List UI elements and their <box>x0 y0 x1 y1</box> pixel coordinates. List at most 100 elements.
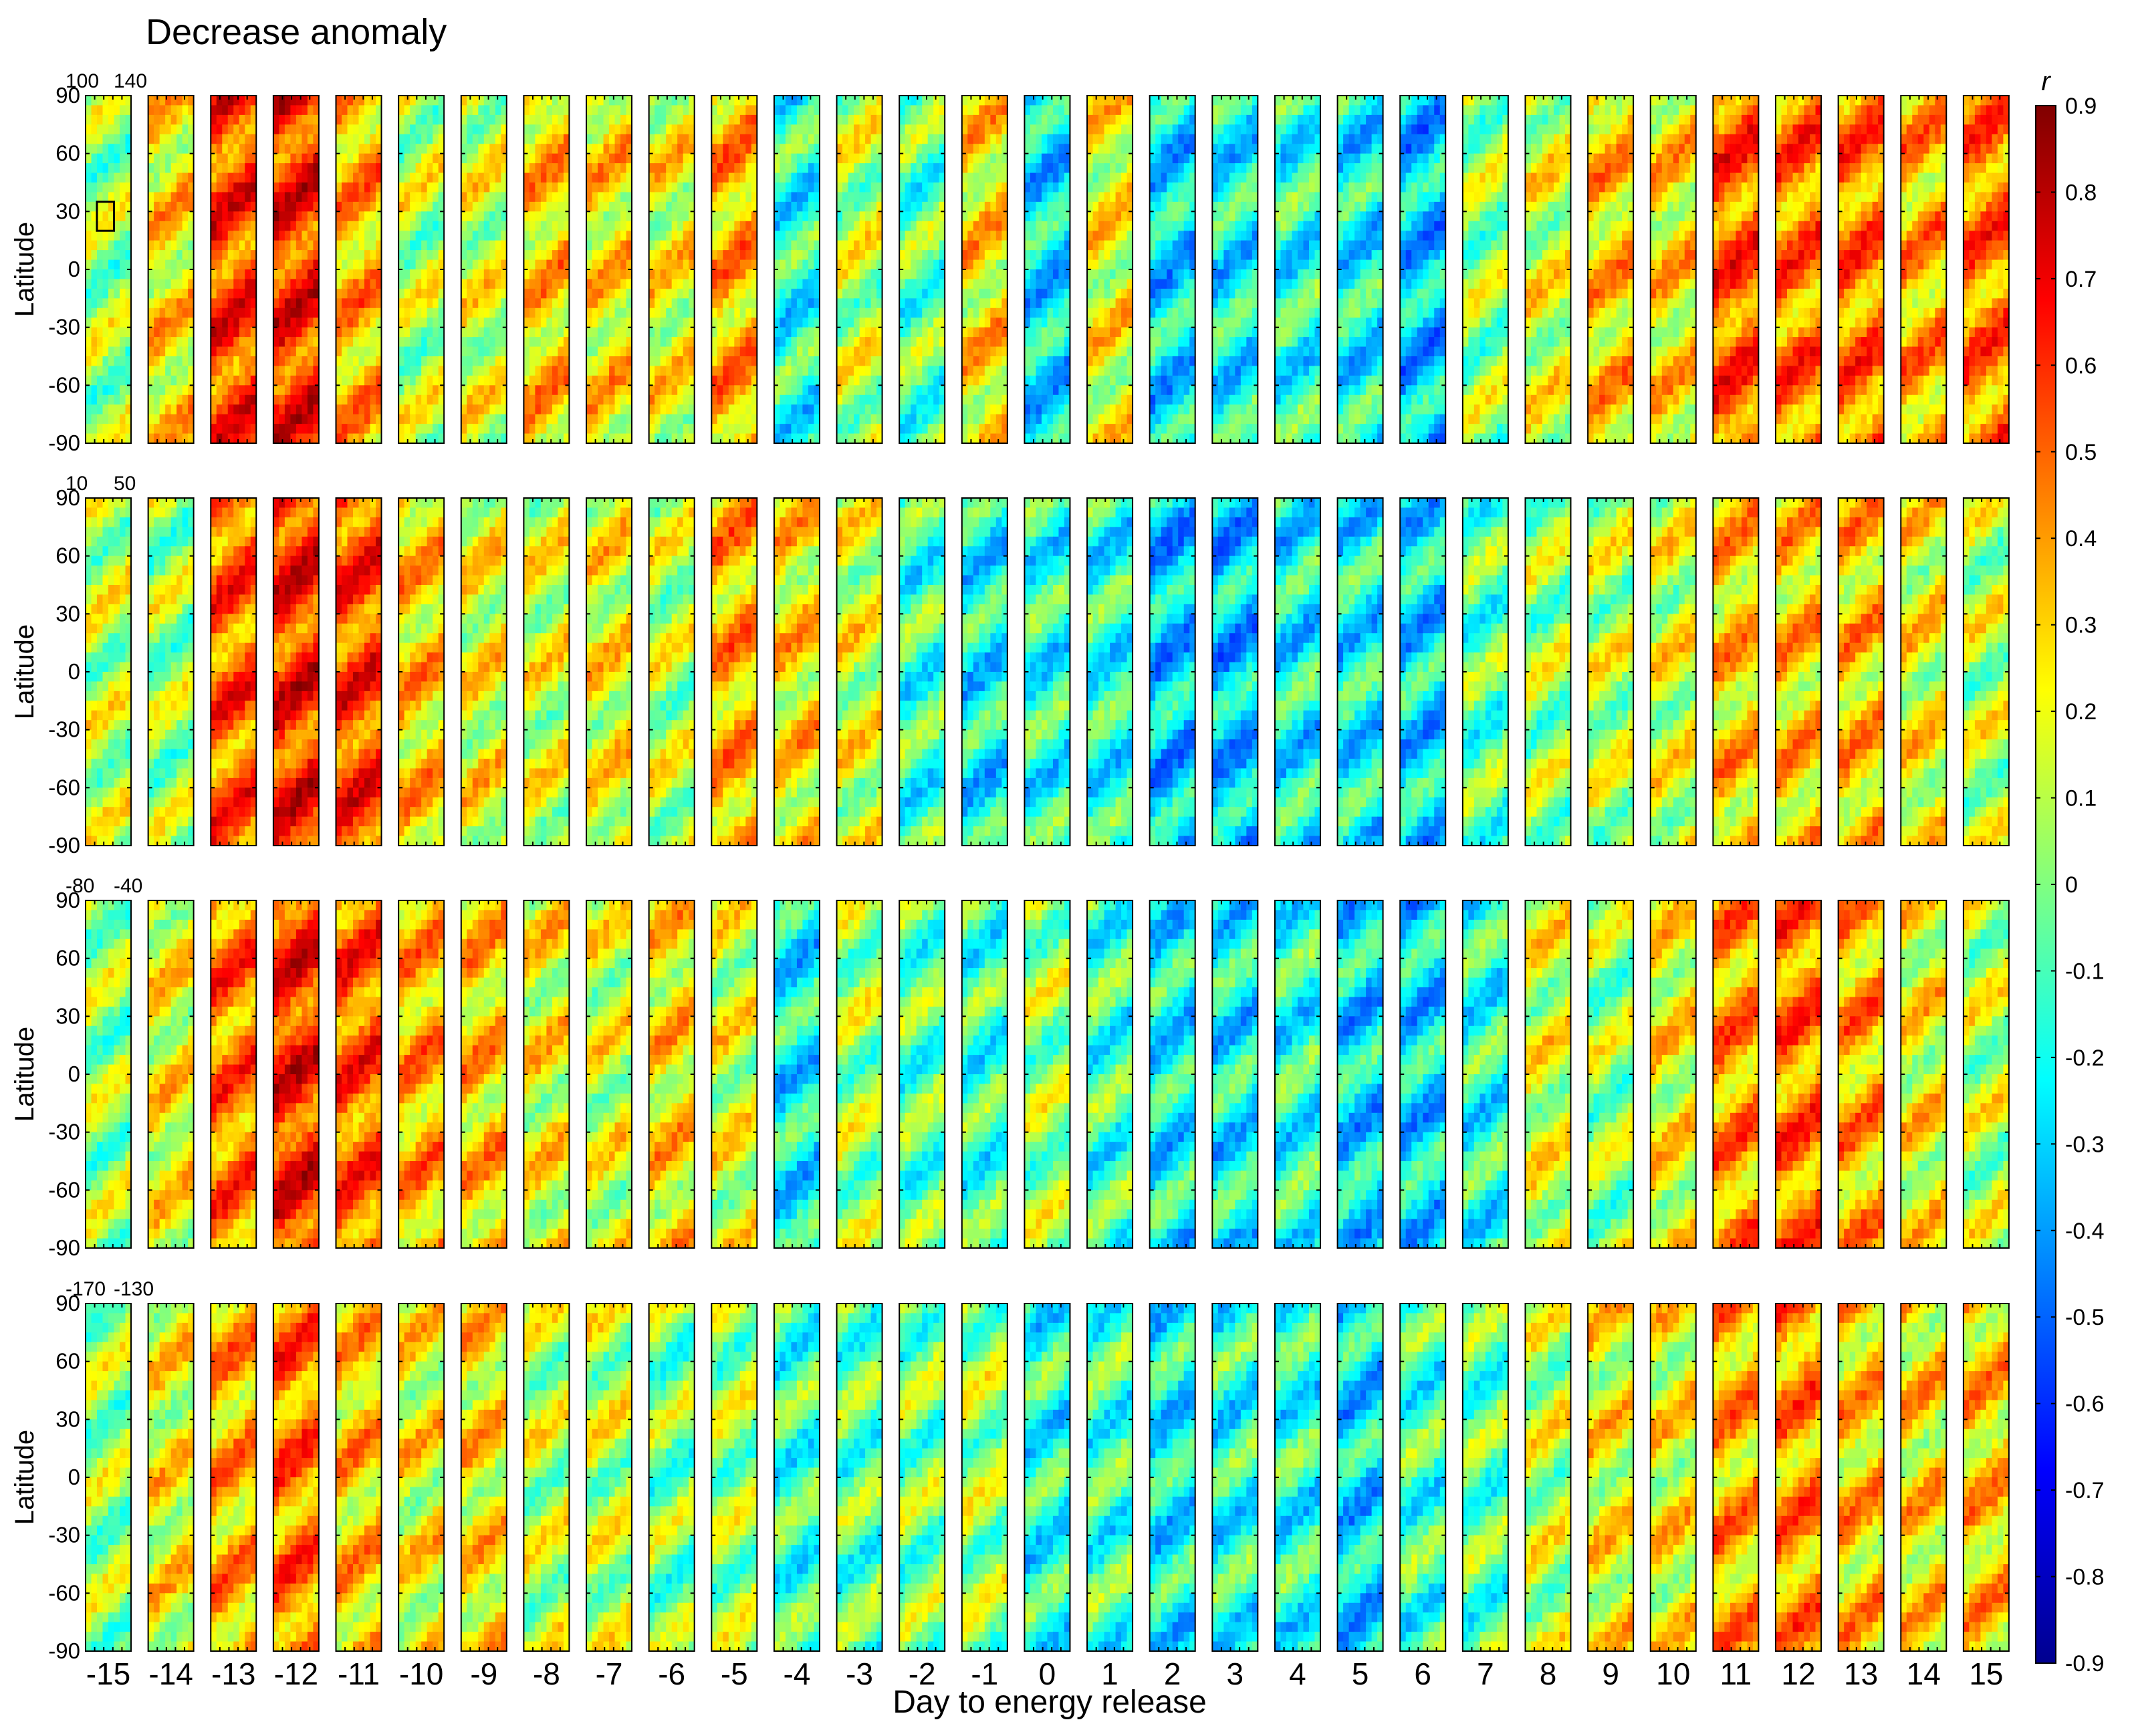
heatmap-cell <box>171 318 177 328</box>
heatmap-cell <box>217 404 223 414</box>
heatmap-cell <box>97 154 103 164</box>
heatmap-cell <box>86 144 92 154</box>
heatmap-cell <box>302 96 308 106</box>
heatmap-cell <box>233 414 239 424</box>
heatmap-cell <box>239 154 245 164</box>
heatmap-panel <box>148 96 195 444</box>
heatmap-cell <box>183 395 189 405</box>
heatmap-cell <box>92 356 98 366</box>
heatmap-cell <box>103 395 109 405</box>
heatmap-cell <box>108 289 114 299</box>
heatmap-cell <box>233 144 239 154</box>
heatmap-cell <box>273 134 279 144</box>
heatmap-cell <box>86 115 92 125</box>
heatmap-cell <box>183 385 189 395</box>
heatmap-cell <box>279 134 285 144</box>
heatmap-cell <box>233 279 239 289</box>
heatmap-cell <box>171 250 177 260</box>
heatmap-cell <box>239 404 245 414</box>
heatmap-cell <box>103 231 109 241</box>
heatmap-cell <box>160 115 166 125</box>
heatmap-cell <box>171 424 177 434</box>
heatmap-cell <box>222 328 228 338</box>
heatmap-cell <box>92 376 98 386</box>
heatmap-cell <box>97 163 103 173</box>
heatmap-cell <box>279 105 285 115</box>
heatmap-cell <box>86 385 92 395</box>
heatmap-cell <box>245 260 251 270</box>
heatmap-cell <box>233 337 239 347</box>
heatmap-cell <box>228 241 234 251</box>
heatmap-cell <box>97 144 103 154</box>
heatmap-cell <box>233 318 239 328</box>
heatmap-cell <box>148 105 154 115</box>
heatmap-cell <box>239 318 245 328</box>
heatmap-cell <box>233 269 239 279</box>
heatmap-cell <box>302 124 308 134</box>
heatmap-cell <box>86 250 92 260</box>
heatmap-cell <box>114 347 120 357</box>
heatmap-cell <box>211 250 217 260</box>
heatmap-cell <box>92 366 98 376</box>
heatmap-cell <box>103 154 109 164</box>
heatmap-cell <box>114 298 120 308</box>
heatmap-cell <box>285 115 291 125</box>
heatmap-cell <box>165 366 171 376</box>
heatmap-cell <box>233 154 239 164</box>
heatmap-cell <box>108 356 114 366</box>
heatmap-cell <box>228 279 234 289</box>
heatmap-cell <box>165 231 171 241</box>
heatmap-cell <box>217 115 223 125</box>
heatmap-cell <box>245 154 251 164</box>
heatmap-cell <box>183 424 189 434</box>
heatmap-cell <box>148 269 154 279</box>
heatmap-cell <box>160 308 166 318</box>
heatmap-cell <box>217 337 223 347</box>
heatmap-cell <box>245 424 251 434</box>
heatmap-cell <box>239 192 245 202</box>
heatmap-cell <box>114 269 120 279</box>
heatmap-cell <box>108 404 114 414</box>
heatmap-cell <box>211 211 217 221</box>
heatmap-cell <box>171 279 177 289</box>
heatmap-cell <box>120 404 126 414</box>
heatmap-cell <box>233 115 239 125</box>
heatmap-cell <box>120 385 126 395</box>
heatmap-cell <box>86 298 92 308</box>
heatmap-cell <box>171 385 177 395</box>
heatmap-cell <box>154 424 160 434</box>
heatmap-cell <box>92 298 98 308</box>
heatmap-cell <box>183 414 189 424</box>
heatmap-cell <box>222 337 228 347</box>
heatmap-cell <box>103 182 109 193</box>
heatmap-cell <box>114 366 120 376</box>
heatmap-cell <box>86 173 92 183</box>
heatmap-cell <box>183 279 189 289</box>
heatmap-cell <box>183 289 189 299</box>
heatmap-cell <box>148 289 154 299</box>
heatmap-cell <box>120 395 126 405</box>
heatmap-cell <box>245 250 251 260</box>
heatmap-cell <box>165 211 171 221</box>
heatmap-cell <box>120 115 126 125</box>
heatmap-cell <box>148 163 154 173</box>
heatmap-cell <box>114 414 120 424</box>
heatmap-cell <box>86 96 92 106</box>
heatmap-cell <box>222 96 228 106</box>
heatmap-cell <box>165 279 171 289</box>
heatmap-cell <box>211 395 217 405</box>
heatmap-cell <box>233 260 239 270</box>
heatmap-cell <box>160 279 166 289</box>
heatmap-cell <box>86 211 92 221</box>
heatmap-cell <box>176 279 183 289</box>
heatmap-cell <box>176 376 183 386</box>
heatmap-cell <box>245 134 251 144</box>
heatmap-cell <box>108 298 114 308</box>
heatmap-cell <box>148 134 154 144</box>
heatmap-cell <box>160 385 166 395</box>
heatmap-cell <box>217 279 223 289</box>
heatmap-cell <box>120 269 126 279</box>
heatmap-cell <box>228 366 234 376</box>
heatmap-cell <box>103 192 109 202</box>
heatmap-cell <box>160 347 166 357</box>
